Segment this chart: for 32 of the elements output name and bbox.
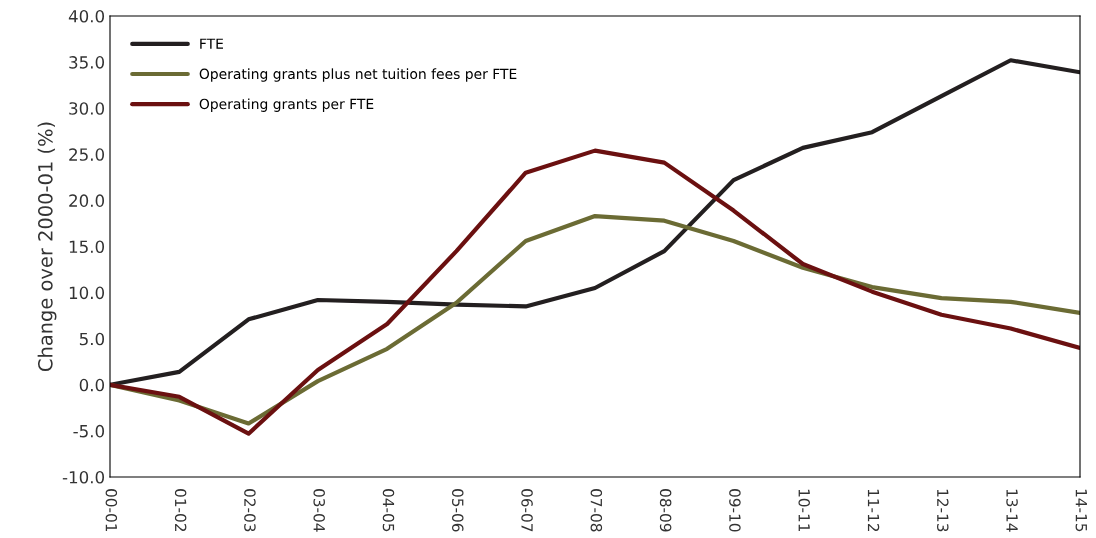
x-tick-label: 02-03	[244, 489, 256, 532]
x-tick-label: 09-10	[729, 489, 741, 532]
y-tick-label: 10.0	[69, 286, 105, 300]
y-tick-label: 25.0	[69, 148, 105, 161]
x-tick-label: 14-15	[1075, 489, 1087, 532]
y-axis-title: Change over 2000-01 (%)	[37, 122, 57, 372]
y-tick-label: 0.0	[79, 378, 105, 392]
y-tick-label: 20.0	[69, 194, 105, 207]
y-tick-label: 40.0	[68, 9, 105, 23]
x-tick-label: 03-04	[313, 489, 325, 532]
x-tick-label: 04-05	[382, 489, 395, 532]
y-tick-label: 30.0	[69, 102, 105, 115]
x-tick-label: 07-08	[590, 489, 603, 532]
legend-label: Operating grants plus net tuition fees per FTE	[199, 68, 517, 82]
legend-label: Operating grants per FTE	[199, 98, 374, 112]
x-tick-label: 05-06	[452, 489, 464, 532]
x-tick-label: 10-11	[798, 489, 810, 532]
x-tick-label: 11-12	[867, 489, 880, 531]
x-tick-label: 00-01	[105, 489, 118, 532]
x-tick-label: 12-13	[937, 489, 949, 532]
x-tick-label: 08-09	[659, 489, 672, 532]
y-tick-label: 15.0	[69, 240, 105, 254]
y-tick-label: -5.0	[73, 424, 105, 438]
line-series	[110, 58, 1080, 387]
legend-label: FTE	[200, 38, 223, 49]
x-tick-label: 06-07	[521, 489, 533, 532]
y-tick-label: 5.0	[79, 332, 105, 346]
y-tick-label: 35.0	[69, 56, 105, 69]
y-tick-label: -10.0	[62, 470, 105, 484]
line-series	[110, 148, 1080, 436]
x-tick-label: 01-02	[174, 489, 187, 531]
x-tick-label: 13-14	[1006, 489, 1018, 532]
